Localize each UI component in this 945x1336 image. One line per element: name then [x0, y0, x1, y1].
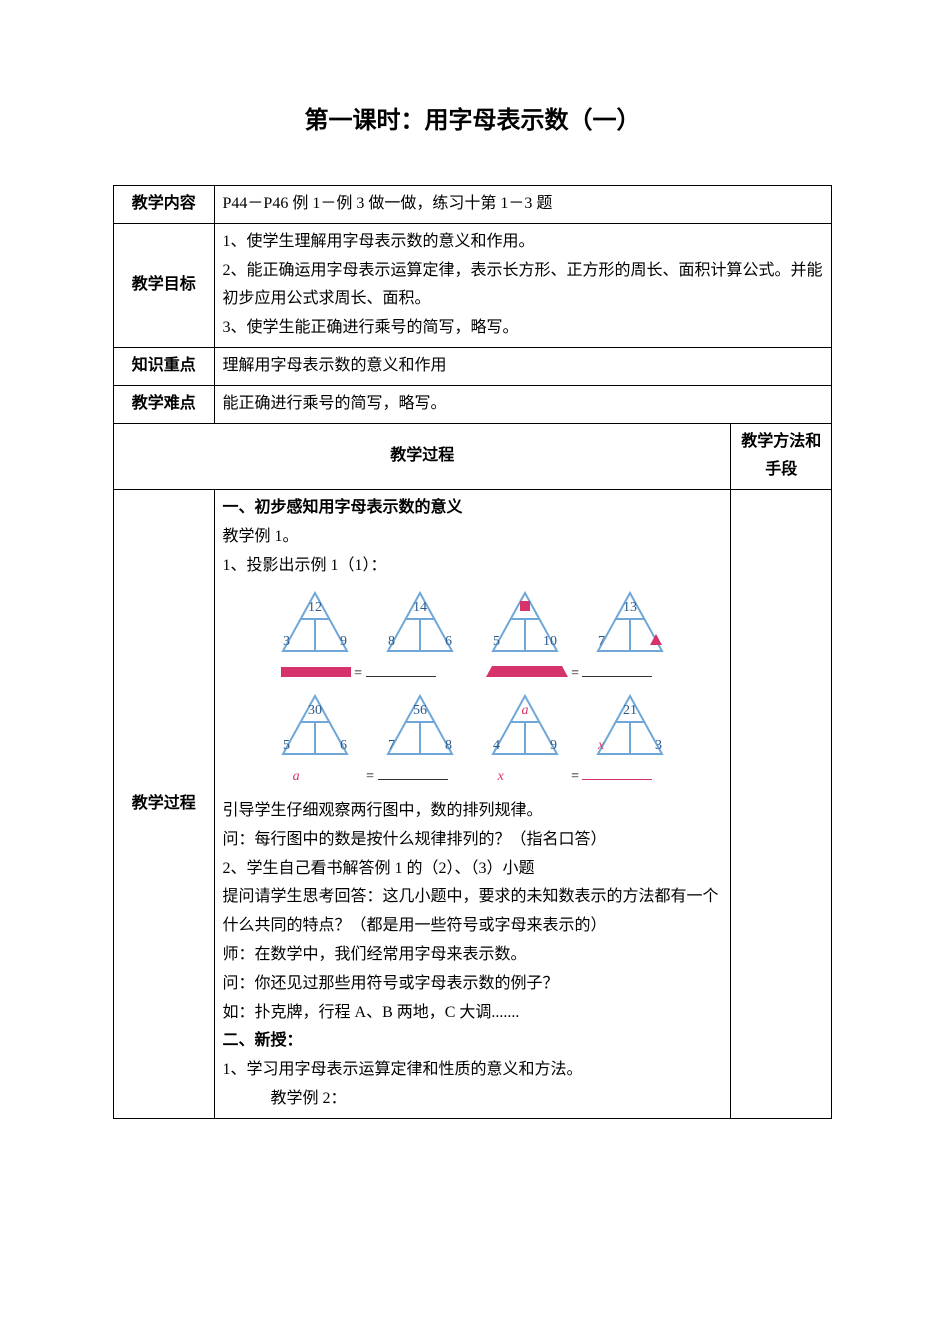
tri-bl: 5	[493, 629, 500, 654]
tri-top-square	[485, 595, 565, 620]
label-difficulty: 教学难点	[114, 385, 215, 423]
goal-line: 3、使学生能正确进行乘号的简写，略写。	[223, 314, 823, 343]
triangle-row-2: 30 5 6 56 7 8 a 4	[262, 692, 682, 762]
tri-br: 10	[543, 629, 557, 654]
triangle-symbol-icon	[650, 634, 662, 645]
triangle-cell: 12 3 9	[275, 589, 355, 659]
blank-line	[582, 676, 652, 677]
tri-bl: 7	[598, 629, 605, 654]
proc-p11: 教学例 2：	[223, 1085, 723, 1114]
triangle-cell: 14 8 6	[380, 589, 460, 659]
answers-row-2: a = x =	[262, 764, 682, 789]
answer-x: x =	[498, 764, 653, 789]
triangle-symbol-icon	[486, 666, 568, 677]
label-key: 知识重点	[114, 347, 215, 385]
triangle-row-1: 12 3 9 14 8 6 5	[262, 589, 682, 659]
goal-line: 2、能正确运用字母表示运算定律，表示长方形、正方形的周长、面积计算公式。并能初步…	[223, 257, 823, 315]
row-goals: 教学目标 1、使学生理解用字母表示数的意义和作用。 2、能正确运用字母表示运算定…	[114, 223, 832, 347]
lesson-plan-table: 教学内容 P44－P46 例 1－例 3 做一做，练习十第 1－3 题 教学目标…	[113, 185, 832, 1119]
section-2-title: 二、新授：	[223, 1027, 723, 1056]
proc-p6: 提问请学生思考回答：这几小题中，要求的未知数表示的方法都有一个什么共同的特点？（…	[223, 883, 723, 941]
answers-row-1: = =	[262, 661, 682, 686]
tri-top: 12	[275, 595, 355, 620]
process-content-cell: 一、初步感知用字母表示数的意义 教学例 1。 1、投影出示例 1（1）： 12 …	[214, 490, 731, 1119]
proc-p2: 1、投影出示例 1（1）：	[223, 552, 723, 581]
var-a: a	[293, 764, 363, 789]
tri-top: 13	[590, 595, 670, 620]
proc-p4: 问：每行图中的数是按什么规律排列的？（指名口答）	[223, 826, 723, 855]
header-process: 教学过程	[114, 423, 731, 490]
proc-p10: 1、学习用字母表示运算定律和性质的意义和方法。	[223, 1056, 723, 1085]
tri-br-triangle	[650, 629, 662, 654]
tri-br: 6	[340, 733, 347, 758]
label-goals: 教学目标	[114, 223, 215, 347]
tri-top: 14	[380, 595, 460, 620]
tri-bl: 8	[388, 629, 395, 654]
proc-p8: 问：你还见过那些用符号或字母表示数的例子？	[223, 970, 723, 999]
proc-p3: 引导学生仔细观察两行图中，数的排列规律。	[223, 797, 723, 826]
tri-bl: 3	[283, 629, 290, 654]
square-icon	[520, 601, 530, 611]
triangle-diagram: 12 3 9 14 8 6 5	[262, 589, 682, 789]
blank-line	[366, 676, 436, 677]
proc-p7: 师：在数学中，我们经常用字母来表示数。	[223, 941, 723, 970]
value-content: P44－P46 例 1－例 3 做一做，练习十第 1－3 题	[214, 186, 831, 224]
goal-line: 1、使学生理解用字母表示数的意义和作用。	[223, 228, 823, 257]
row-difficulty: 教学难点 能正确进行乘号的简写，略写。	[114, 385, 832, 423]
triangle-cell: 13 7	[590, 589, 670, 659]
tri-top: 21	[590, 698, 670, 723]
page-title: 第一课时：用字母表示数（一）	[113, 100, 832, 135]
tri-top: 56	[380, 698, 460, 723]
var-x: x	[498, 764, 568, 789]
tri-bl: 4	[493, 733, 500, 758]
tri-br: 9	[340, 629, 347, 654]
row-key: 知识重点 理解用字母表示数的意义和作用	[114, 347, 832, 385]
tri-br: 8	[445, 733, 452, 758]
tri-br: 6	[445, 629, 452, 654]
tri-bl-var: x	[598, 733, 604, 758]
tri-bl: 5	[283, 733, 290, 758]
triangle-cell: 56 7 8	[380, 692, 460, 762]
label-process-body: 教学过程	[114, 490, 215, 1119]
triangle-cell: 30 5 6	[275, 692, 355, 762]
row-content: 教学内容 P44－P46 例 1－例 3 做一做，练习十第 1－3 题	[114, 186, 832, 224]
label-content: 教学内容	[114, 186, 215, 224]
triangle-cell: a 4 9	[485, 692, 565, 762]
value-key: 理解用字母表示数的意义和作用	[214, 347, 831, 385]
proc-p9: 如：扑克牌，行程 A、B 两地，C 大调.......	[223, 999, 723, 1028]
answer-triangle: =	[486, 661, 653, 686]
row-process-header: 教学过程 教学方法和手段	[114, 423, 832, 490]
tri-br: 9	[550, 733, 557, 758]
value-goals: 1、使学生理解用字母表示数的意义和作用。 2、能正确运用字母表示运算定律，表示长…	[214, 223, 831, 347]
blank-line	[582, 779, 652, 780]
header-method: 教学方法和手段	[731, 423, 832, 490]
proc-p1: 教学例 1。	[223, 523, 723, 552]
tri-bl: 7	[388, 733, 395, 758]
proc-p5: 2、学生自己看书解答例 1 的（2）、（3）小题	[223, 855, 723, 884]
tri-top: 30	[275, 698, 355, 723]
triangle-cell: 5 10	[485, 589, 565, 659]
method-cell	[731, 490, 832, 1119]
tri-br: 3	[655, 733, 662, 758]
blank-line	[378, 779, 448, 780]
answer-a: a =	[293, 764, 448, 789]
value-difficulty: 能正确进行乘号的简写，略写。	[214, 385, 831, 423]
square-icon	[281, 667, 351, 677]
answer-square: =	[281, 661, 436, 686]
triangle-cell: 21 x 3	[590, 692, 670, 762]
tri-top-var: a	[485, 698, 565, 723]
row-process-body: 教学过程 一、初步感知用字母表示数的意义 教学例 1。 1、投影出示例 1（1）…	[114, 490, 832, 1119]
section-1-title: 一、初步感知用字母表示数的意义	[223, 494, 723, 523]
document-page: 第一课时：用字母表示数（一） 教学内容 P44－P46 例 1－例 3 做一做，…	[0, 0, 945, 1179]
